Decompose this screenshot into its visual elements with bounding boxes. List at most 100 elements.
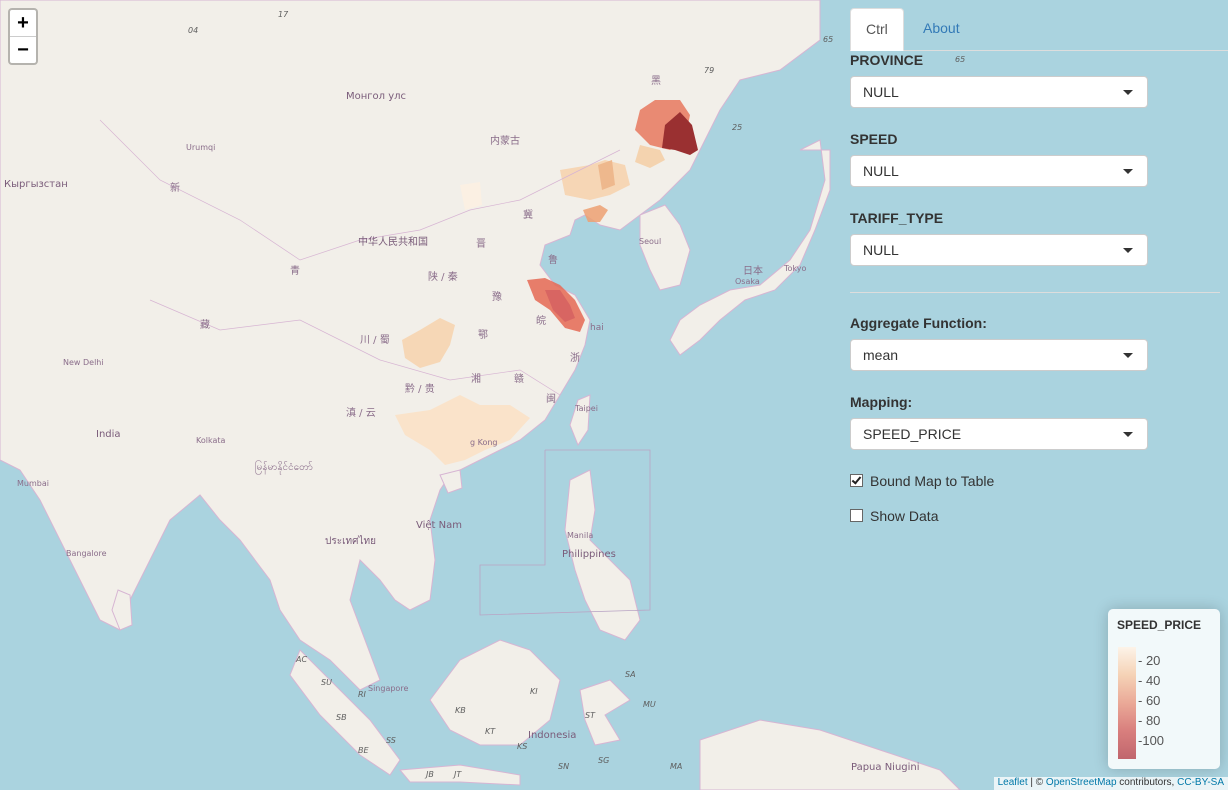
map-label-papua: Papua Niugini <box>851 762 920 773</box>
zoom-out-button[interactable]: − <box>10 36 36 63</box>
map-route-65b: 65 <box>955 55 966 64</box>
map-label-dian: 滇 / 云 <box>346 408 376 419</box>
map-label-philippines: Philippines <box>562 549 616 560</box>
map-label-new-delhi: New Delhi <box>63 358 104 367</box>
land-hainan <box>439 469 463 494</box>
show-data-checkbox[interactable]: Show Data <box>850 508 938 524</box>
map-label-bangalore: Bangalore <box>66 549 107 558</box>
map-label-singapore: Singapore <box>368 684 409 693</box>
legend-tick: - 20 <box>1138 653 1161 668</box>
map-label-e: 鄂 <box>478 330 488 341</box>
chevron-down-icon <box>1123 432 1133 437</box>
map-label-osaka: Osaka <box>735 277 760 286</box>
tab-bar: Ctrl About <box>850 8 1228 51</box>
map-code-jb: JB <box>426 770 434 779</box>
tab-ctrl[interactable]: Ctrl <box>850 8 904 51</box>
map-code-kb: KB <box>455 706 466 715</box>
bound-map-label: Bound Map to Table <box>870 473 995 489</box>
map-label-jin: 晋 <box>476 239 486 250</box>
map-label-gan: 赣 <box>514 374 524 385</box>
show-data-label: Show Data <box>870 508 939 524</box>
osm-link[interactable]: OpenStreetMap <box>1045 777 1117 788</box>
tariff-type-value: NULL <box>863 242 899 258</box>
zoom-control: + − <box>8 8 38 65</box>
aggregate-function-value: mean <box>863 347 899 363</box>
map-code-ks: KS <box>517 742 528 751</box>
map-code-sg: SG <box>598 756 610 765</box>
map-code-be: BE <box>358 746 369 755</box>
map-label-indonesia: Indonesia <box>528 730 577 741</box>
map-route-79: 79 <box>704 66 715 75</box>
province-select[interactable]: NULL <box>850 76 1148 108</box>
land-japan <box>669 139 831 356</box>
map-label-qian: 黔 / 贵 <box>405 384 435 395</box>
map-code-su: SU <box>321 678 332 687</box>
map-code-sn: SN <box>558 762 570 771</box>
map-label-china: 中华人民共和国 <box>358 237 428 248</box>
map-label-shaanxi: 陕 / 秦 <box>428 272 458 283</box>
map-label-zhe: 浙 <box>570 353 580 364</box>
legend-tick: -100 <box>1138 733 1165 748</box>
checkbox-checked-icon[interactable] <box>850 474 863 487</box>
map-label-wan: 皖 <box>536 316 546 327</box>
region-inner-mongolia-core <box>598 160 615 190</box>
tariff-type-select[interactable]: NULL <box>850 234 1148 266</box>
map-code-mu: MU <box>643 700 656 709</box>
map-code-ma: MA <box>670 762 683 771</box>
license-link[interactable]: CC-BY-SA <box>1177 777 1224 788</box>
map-label-mongolia: Монгол улс <box>346 91 407 102</box>
map-label-xin: 新 <box>170 183 180 194</box>
tab-about[interactable]: About <box>923 20 960 36</box>
map-label-japan: 日本 <box>743 266 763 277</box>
map-label-thailand: ประเทศไทย <box>325 536 376 547</box>
map-code-ki: KI <box>530 687 538 696</box>
map-label-xiang: 湘 <box>471 374 481 385</box>
mapping-label: Mapping: <box>850 394 913 410</box>
checkbox-empty-icon[interactable] <box>850 509 863 522</box>
map-label-ji: 冀 <box>523 210 533 221</box>
legend-title: SPEED_PRICE <box>1117 618 1202 632</box>
map-label-yu: 豫 <box>492 292 502 303</box>
mapping-value: SPEED_PRICE <box>863 426 962 442</box>
legend-tick: - 80 <box>1138 713 1161 728</box>
map-label-vietnam: Việt Nam <box>416 520 463 531</box>
map-label-seoul: Seoul <box>639 237 662 246</box>
map-label-qing: 青 <box>290 266 300 277</box>
chevron-down-icon <box>1123 248 1133 253</box>
speed-label: SPEED <box>850 131 898 147</box>
leaflet-link[interactable]: Leaflet <box>997 777 1028 788</box>
map-label-zang: 藏 <box>200 320 210 331</box>
control-panel: Ctrl About PROVINCE NULL SPEED NULL TARI… <box>840 0 1228 610</box>
map-route-65a: 65 <box>823 35 834 44</box>
land-korea <box>639 204 691 291</box>
land-java <box>399 764 521 786</box>
land-sulawesi <box>579 679 631 746</box>
land-srilanka <box>111 589 133 631</box>
land-taiwan <box>569 394 591 447</box>
map-code-jt: JT <box>454 770 462 779</box>
province-value: NULL <box>863 84 899 100</box>
aggregate-function-select[interactable]: mean <box>850 339 1148 371</box>
map-code-ss: SS <box>386 736 396 745</box>
map-code-st: ST <box>585 711 595 720</box>
map-code-ac: AC <box>296 655 308 664</box>
map-label-kolkata: Kolkata <box>196 436 226 445</box>
speed-select[interactable]: NULL <box>850 155 1148 187</box>
map-label-hei: 黑 <box>651 76 661 87</box>
map-legend: SPEED_PRICE - 20 - 40 - 60 - 80 -100 <box>1108 609 1220 769</box>
map-code-sb: SB <box>336 713 347 722</box>
map-label-urumqi: Urumqi <box>186 143 216 152</box>
attribution-separator: | © <box>1027 777 1046 788</box>
province-lines <box>99 119 621 261</box>
maritime-boundary <box>479 449 651 616</box>
chevron-down-icon <box>1123 169 1133 174</box>
mapping-select[interactable]: SPEED_PRICE <box>850 418 1148 450</box>
region-xinjiang-spot <box>460 182 482 210</box>
bound-map-checkbox[interactable]: Bound Map to Table <box>850 473 994 489</box>
choropleth-layer <box>395 100 698 465</box>
map-code-sa: SA <box>625 670 636 679</box>
zoom-in-button[interactable]: + <box>17 12 29 34</box>
tariff-type-label: TARIFF_TYPE <box>850 210 944 226</box>
